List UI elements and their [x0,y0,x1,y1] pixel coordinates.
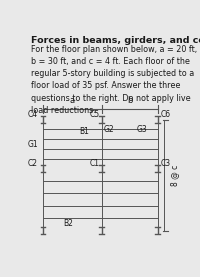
Text: C4: C4 [28,110,38,119]
Text: Forces in beams, girders, and columns: Forces in beams, girders, and columns [31,37,200,45]
Text: 8 @ c: 8 @ c [170,165,179,186]
Text: C2: C2 [28,159,38,168]
Text: b: b [127,96,132,105]
Text: G2: G2 [103,125,114,134]
Text: C6: C6 [160,110,170,119]
Text: G3: G3 [137,125,147,134]
Text: a: a [70,96,75,105]
Text: C1: C1 [90,159,100,168]
Text: B1: B1 [79,127,89,136]
Text: B2: B2 [63,219,73,228]
Text: C3: C3 [160,159,170,168]
Text: G1: G1 [28,140,39,149]
Text: For the floor plan shown below, a = 20 ft,
b = 30 ft, and c = 4 ft. Each floor o: For the floor plan shown below, a = 20 f… [31,45,197,115]
Text: C5: C5 [90,110,100,119]
